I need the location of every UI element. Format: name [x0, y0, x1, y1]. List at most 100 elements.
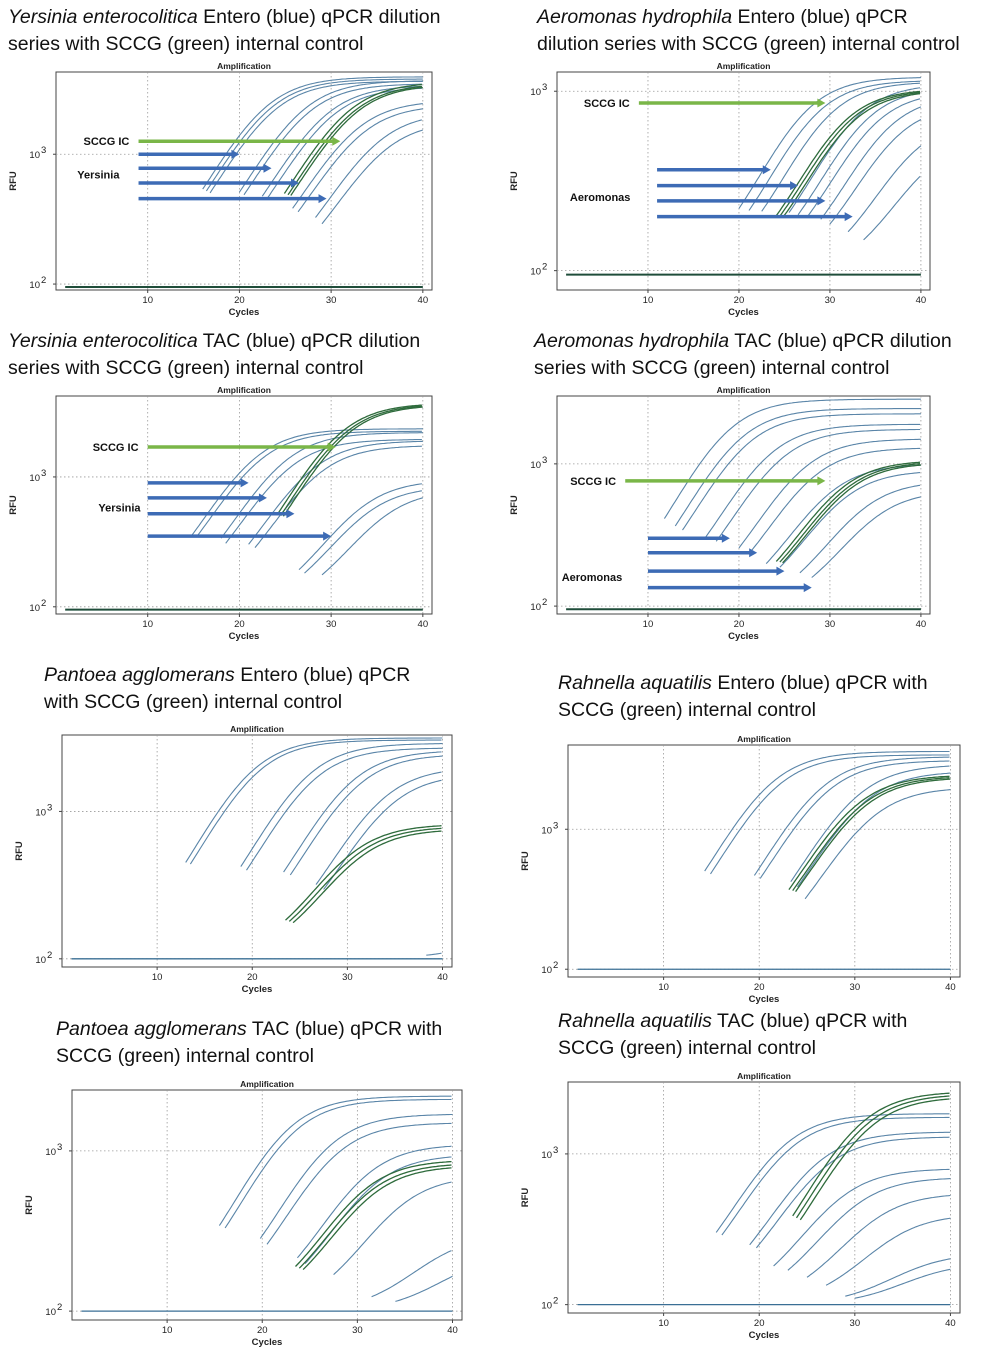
panel-title: Pantoea agglomerans TAC (blue) qPCR with… [56, 1016, 442, 1070]
arrow-head [286, 509, 295, 519]
target-curve [710, 754, 950, 875]
panel-title-line1: Pantoea agglomerans Entero (blue) qPCR [44, 662, 410, 689]
x-ticks: 10 20 30 40 [142, 614, 428, 630]
ic-curve [290, 86, 423, 196]
target-curve [283, 751, 442, 873]
x-axis-label: Cycles [242, 984, 273, 995]
target-curve [218, 1095, 452, 1226]
target-curve [205, 78, 423, 192]
ic-curve [280, 405, 422, 516]
ic-curve [775, 90, 921, 216]
target-label: Aeromonas [570, 192, 631, 204]
panel-title-line1: Aeromonas hydrophila TAC (blue) qPCR dil… [534, 328, 952, 355]
arrow-head [332, 136, 341, 146]
ic-curve [295, 1160, 452, 1267]
x-ticks: 10 20 30 40 [658, 1313, 956, 1329]
x-axis-label: Cycles [229, 307, 260, 318]
x-ticks: 10 20 30 40 [142, 290, 428, 306]
species-name: Aeromonas hydrophila [537, 6, 733, 28]
y-tick-label: 10 [541, 1301, 552, 1312]
target-curve [315, 771, 442, 885]
y-tick-label: 10 [530, 460, 541, 471]
target-curve [189, 739, 442, 865]
target-curve [721, 1116, 950, 1236]
chart-title: Amplification [717, 61, 771, 71]
x-ticks: 10 20 30 40 [643, 614, 926, 630]
x-tick-label: 10 [142, 619, 153, 630]
target-curve [248, 440, 423, 545]
species-name: Yersinia enterocolitica [8, 330, 198, 352]
grid [557, 396, 930, 614]
y-tick-label: 10 [541, 825, 552, 836]
target-label: Aeromonas [562, 572, 623, 584]
x-tick-label: 10 [162, 1325, 173, 1336]
ic-curve [782, 464, 921, 564]
species-name: Pantoea agglomerans [56, 1018, 247, 1040]
target-curve [748, 80, 920, 211]
y-tick-exponent: 2 [542, 597, 547, 608]
panel-title-line2: series with SCCG (green) internal contro… [8, 33, 364, 55]
panel-title-line1: Yersinia enterocolitica TAC (blue) qPCR … [8, 328, 420, 355]
chart-title: Amplification [217, 61, 271, 71]
x-tick-label: 30 [850, 982, 861, 993]
panel-title-line2: SCCG (green) internal control [558, 1037, 816, 1059]
species-name: Pantoea agglomerans [44, 664, 235, 686]
species-name: Rahnella aquatilis [558, 672, 712, 694]
arrow-head [803, 583, 812, 593]
ic-curve [788, 775, 950, 890]
ic-curve [779, 91, 921, 217]
x-tick-label: 40 [437, 972, 448, 983]
target-curve [759, 760, 950, 879]
chart-title: Amplification [717, 385, 771, 395]
x-tick-label: 20 [234, 619, 245, 630]
arrow-head [790, 181, 799, 191]
x-axis-label: Cycles [749, 1330, 780, 1341]
panel-title-line1: Aeromonas hydrophila Entero (blue) qPCR [537, 4, 960, 31]
ic-curve [302, 1167, 452, 1271]
target-curve [820, 106, 922, 220]
ic-label: SCCG IC [93, 442, 139, 454]
target-curve [674, 408, 921, 527]
ic-curve [292, 830, 442, 924]
target-curve [753, 756, 950, 876]
x-axis-label: Cycles [252, 1337, 283, 1348]
panel-title-line1: Pantoea agglomerans TAC (blue) qPCR with [56, 1016, 442, 1043]
y-tick-label: 10 [530, 602, 541, 613]
ic-curve [792, 1092, 950, 1217]
panel-title-line2: with SCCG (green) internal control [44, 691, 343, 713]
plot-frame [71, 1089, 463, 1321]
arrow-head [817, 476, 826, 486]
panel-title-text: TAC (blue) qPCR dilution [197, 330, 421, 352]
arrow-head [817, 196, 826, 206]
target-curve [704, 750, 950, 872]
y-tick-exponent: 2 [41, 598, 46, 609]
x-ticks: 10 20 30 40 [643, 290, 926, 306]
ic-curve [285, 825, 442, 921]
x-tick-label: 30 [850, 1318, 861, 1329]
x-tick-label: 20 [234, 295, 245, 306]
ic-curve [795, 778, 951, 892]
x-tick-label: 10 [643, 295, 654, 306]
y-axis-label: RFU [509, 495, 520, 515]
x-tick-label: 30 [352, 1325, 363, 1336]
y-tick-exponent: 2 [47, 950, 52, 961]
grid [56, 72, 432, 290]
panel-title-line1: Yersinia enterocolitica Entero (blue) qP… [8, 4, 440, 31]
target-curve [790, 765, 950, 883]
chart-title: Amplification [737, 734, 791, 744]
target-curve [292, 103, 423, 209]
plot-frame [556, 71, 931, 291]
y-tick-exponent: 3 [553, 1145, 558, 1156]
y-tick-exponent: 3 [41, 145, 46, 156]
target-curve [243, 83, 422, 196]
panel-title-line1: Rahnella aquatilis Entero (blue) qPCR wi… [558, 670, 928, 697]
y-tick-label: 10 [29, 473, 40, 484]
target-curve [304, 490, 422, 574]
y-axis-label: RFU [24, 1195, 35, 1215]
